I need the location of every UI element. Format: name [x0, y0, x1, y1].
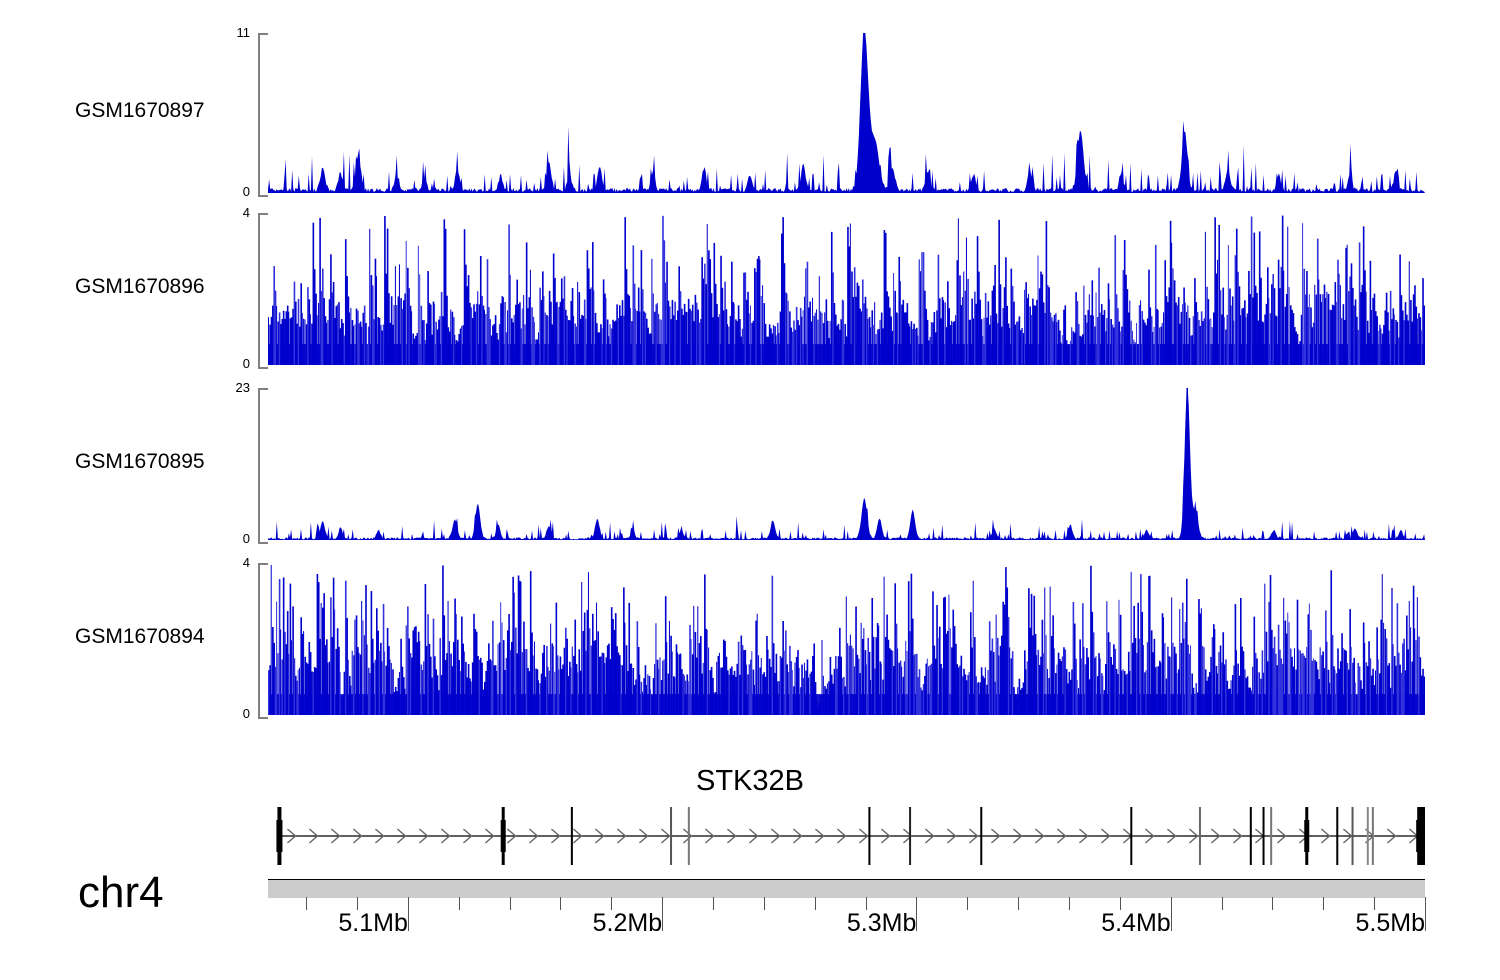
genomic-ruler[interactable]: 5.1Mb 5.2Mb 5.3Mb 5.4Mb 5.5Mb [268, 879, 1426, 974]
ruler-tick-minor [1374, 897, 1376, 910]
ruler-tick-label: 5.5Mb [1355, 909, 1425, 937]
ruler-tick-minor [763, 897, 765, 910]
gene-name-label: STK32B [696, 765, 804, 797]
y-axis-GSM1670896 [258, 213, 268, 369]
ruler-tick-minor [967, 897, 969, 910]
ruler-tick-minor [306, 897, 308, 910]
coverage-plot-GSM1670897[interactable] [268, 33, 1425, 193]
ruler-tick-minor [458, 897, 460, 910]
axis-min-GSM1670896: 0 [242, 356, 250, 371]
track-label-GSM1670897: GSM1670897 [75, 99, 205, 122]
ruler-tick-minor [509, 897, 511, 910]
ruler-tick-minor [1323, 897, 1325, 910]
ruler-tick-minor [1272, 897, 1274, 910]
axis-min-GSM1670894: 0 [242, 706, 250, 721]
ruler-tick-minor [814, 897, 816, 910]
ruler-bar [268, 879, 1425, 898]
gene-model[interactable] [268, 805, 1427, 867]
gene-annotation-panel: STK32B [0, 760, 1500, 900]
ruler-tick-minor [713, 897, 714, 910]
ruler-tick-minor [1018, 897, 1020, 910]
ruler-tick-minor [357, 897, 358, 910]
coverage-plot-GSM1670896[interactable] [268, 213, 1425, 365]
axis-max-GSM1670895: 23 [235, 380, 250, 395]
axis-max-GSM1670894: 4 [242, 555, 250, 570]
ruler-tick-major [1170, 897, 1172, 931]
ruler-tick-label: 5.2Mb [592, 909, 663, 937]
ruler-tick-major [1425, 897, 1426, 931]
track-label-GSM1670894: GSM1670894 [75, 625, 205, 648]
ruler-tick-minor [865, 897, 867, 910]
axis-min-GSM1670897: 0 [242, 184, 250, 199]
ruler-tick-minor [1069, 897, 1070, 910]
ruler-tick-minor [560, 897, 562, 910]
ruler-tick-major [916, 897, 918, 931]
coverage-plot-GSM1670895[interactable] [268, 388, 1425, 540]
y-axis-GSM1670895 [258, 388, 268, 544]
y-axis-GSM1670894 [258, 563, 268, 719]
track-label-GSM1670896: GSM1670896 [75, 275, 205, 298]
axis-max-GSM1670897: 11 [236, 25, 251, 40]
y-axis-GSM1670897 [258, 33, 268, 197]
chromosome-label: chr4 [78, 868, 164, 917]
ruler-tick-label: 5.3Mb [846, 909, 917, 937]
axis-min-GSM1670895: 0 [242, 531, 250, 546]
ruler-tick-minor [1119, 897, 1121, 910]
ruler-tick-label: 5.4Mb [1101, 909, 1171, 937]
track-label-GSM1670895: GSM1670895 [75, 450, 205, 473]
axis-max-GSM1670896: 4 [242, 205, 250, 220]
ruler-tick-minor [611, 897, 613, 910]
ruler-tick-label: 5.1Mb [338, 909, 408, 937]
ruler-tick-minor [1221, 897, 1223, 910]
coverage-plot-GSM1670894[interactable] [268, 563, 1425, 715]
ruler-tick-major [407, 897, 409, 931]
ruler-tick-major [662, 897, 664, 931]
